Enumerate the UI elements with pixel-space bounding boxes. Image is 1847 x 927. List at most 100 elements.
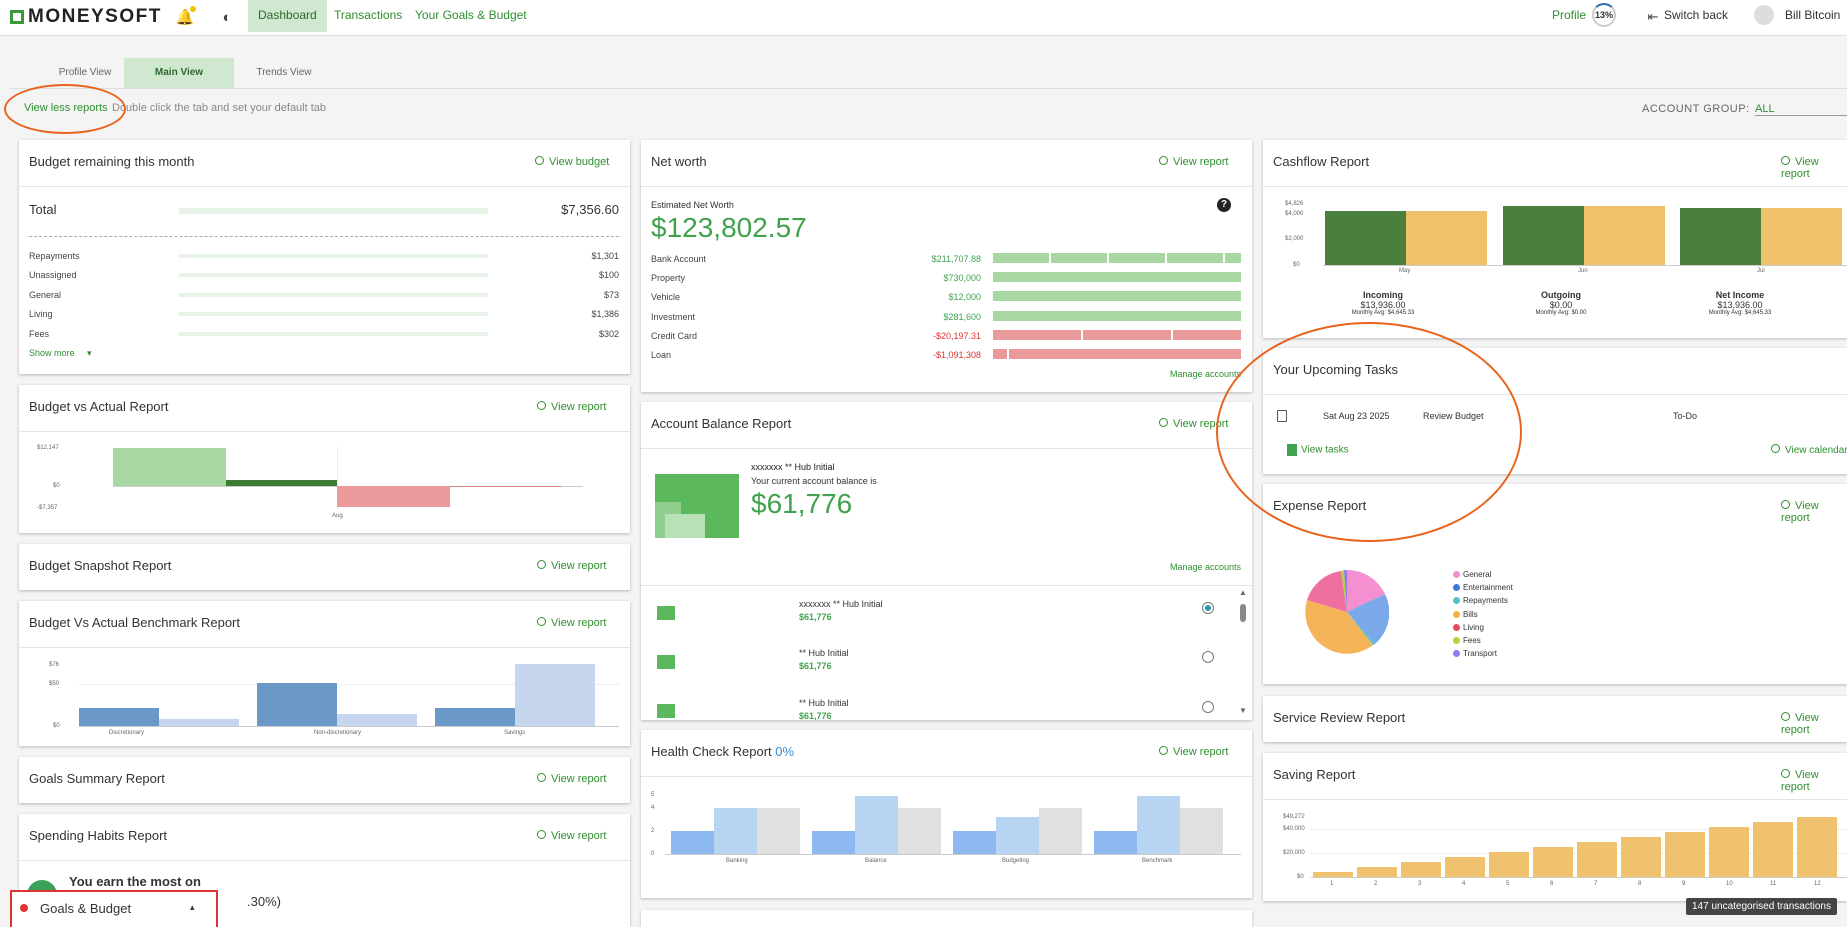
nav-transactions[interactable]: Transactions (334, 8, 403, 22)
scroll-down-icon[interactable]: ▼ (1239, 706, 1247, 715)
bar (1137, 796, 1180, 854)
negative-actual-bar (450, 486, 561, 487)
view-report-link[interactable]: View report (537, 560, 606, 572)
tab-profile-view[interactable]: Profile View (58, 67, 112, 78)
help-icon[interactable]: ? (1217, 198, 1231, 212)
goals-budget-bar[interactable]: Goals & Budget ▴ (10, 890, 218, 927)
profile-link[interactable]: Profile (1552, 8, 1587, 22)
nw-row-value: $12,000 (948, 292, 981, 302)
scroll-thumb[interactable] (1240, 604, 1246, 622)
card-title: Budget Snapshot Report (29, 558, 172, 573)
show-more-link[interactable]: Show more ▾ (29, 348, 92, 359)
view-report-link[interactable]: View report (1159, 746, 1228, 758)
divider (19, 647, 630, 648)
view-report-link[interactable]: View report (1159, 156, 1228, 168)
nav-goals-budget[interactable]: Your Goals & Budget (415, 8, 527, 22)
legend-label[interactable]: Bills (1463, 610, 1478, 619)
logo[interactable]: MONEYSOFT (10, 6, 162, 28)
link-label: View report (1173, 746, 1229, 758)
nw-bar (993, 330, 1241, 340)
account-item-name[interactable]: ** Hub Initial (799, 648, 849, 658)
net-income-stat: Net Income $13,936.00 Monthly Avg: $4,64… (1680, 290, 1800, 316)
scroll-up-icon[interactable]: ▲ (1239, 588, 1247, 597)
tick-label: $4,826 (1285, 201, 1304, 207)
switch-back-button[interactable]: Switch back (1664, 8, 1729, 22)
card-title: Health Check Report 0% (651, 744, 794, 759)
bar (996, 817, 1039, 854)
bell-icon[interactable]: 🔔 (174, 6, 196, 28)
view-report-link[interactable]: View report (1781, 500, 1847, 524)
account-group-select[interactable]: ALL (1755, 103, 1847, 116)
nw-bar (993, 291, 1241, 301)
manage-accounts-link[interactable]: Manage accounts (1169, 369, 1241, 379)
legend-label[interactable]: Living (1463, 623, 1484, 632)
uncategorised-badge[interactable]: 147 uncategorised transactions (1686, 898, 1837, 915)
incoming-bar (1680, 208, 1761, 265)
view-report-link[interactable]: View report (1781, 712, 1847, 736)
legend-label[interactable]: Transport (1463, 649, 1497, 658)
account-item-value: $61,776 (799, 612, 832, 622)
speedometer-icon[interactable]: ◐ (222, 8, 232, 26)
top-bar: MONEYSOFT 🔔 ◐ Dashboard Transactions You… (0, 0, 1847, 36)
tab-main-view[interactable]: Main View (124, 58, 234, 88)
legend-label[interactable]: Repayments (1463, 596, 1508, 605)
legend-label[interactable]: General (1463, 570, 1492, 579)
card-title: Spending Habits Report (29, 828, 168, 843)
legend-dot (1453, 611, 1460, 618)
x-label: Aug (332, 513, 343, 519)
avatar[interactable] (1754, 5, 1774, 25)
nw-bar (993, 349, 1241, 359)
card-title: Goals Summary Report (29, 771, 165, 786)
view-report-link[interactable]: View report (537, 773, 606, 785)
account-radio[interactable] (1202, 602, 1214, 614)
view-report-link[interactable]: View report (1781, 769, 1847, 793)
view-calendar-link[interactable]: View calendar (1771, 444, 1847, 456)
stat-label: Incoming (1363, 290, 1403, 300)
cashflow-card: Cashflow Report View report $4,826 $4,00… (1263, 140, 1847, 338)
view-report-link[interactable]: View report (1159, 418, 1228, 430)
tick-label: $4,000 (1285, 211, 1304, 217)
expense-pie-chart[interactable] (1305, 570, 1389, 654)
nw-row-label: Bank Account (651, 254, 707, 264)
manage-accounts-link[interactable]: Manage accounts (1169, 562, 1241, 572)
view-report-link[interactable]: View report (1781, 156, 1847, 180)
account-item-name[interactable]: xxxxxxx ** Hub Initial (799, 599, 883, 609)
x-label: May (1399, 268, 1411, 274)
account-item-name[interactable]: ** Hub Initial (799, 698, 849, 708)
x-label: Banking (726, 858, 748, 864)
account-icon (657, 606, 675, 620)
profile-progress[interactable]: 13% (1592, 3, 1616, 27)
nav-dashboard[interactable]: Dashboard (248, 0, 327, 32)
nw-row-value: -$1,091,308 (932, 350, 981, 360)
tick-label: $76 (49, 662, 60, 668)
account-radio[interactable] (1202, 651, 1214, 663)
card-title: Budget Vs Actual Benchmark Report (29, 615, 241, 630)
view-budget-link[interactable]: View budget (535, 156, 609, 168)
pie-slice-repayments (1347, 612, 1375, 645)
view-report-link[interactable]: View report (537, 617, 606, 629)
view-report-link[interactable]: View report (537, 401, 606, 413)
legend-label[interactable]: Fees (1463, 636, 1481, 645)
account-group-label: ACCOUNT GROUP: (1642, 103, 1750, 115)
next-report-card (641, 910, 1252, 927)
caret-up-icon[interactable]: ▴ (190, 902, 195, 912)
tick-label: $2,000 (1285, 236, 1304, 242)
scrollbar[interactable]: ▲ ▼ (1238, 588, 1248, 718)
account-icon (657, 655, 675, 669)
magnifier-icon (1159, 746, 1168, 755)
switch-back-icon[interactable]: ⇤ (1647, 9, 1659, 24)
divider (19, 431, 630, 432)
view-report-link[interactable]: View report (537, 830, 606, 842)
total-label: Total (29, 202, 57, 217)
user-name[interactable]: Bill Bitcoin (1785, 8, 1841, 22)
account-radio[interactable] (1202, 701, 1214, 713)
incoming-bar (1503, 206, 1584, 265)
budget-remaining-card: Budget remaining this month View budget … (19, 140, 630, 374)
x-label: 5 (1506, 881, 1510, 887)
tab-trends-view[interactable]: Trends View (256, 67, 312, 78)
baseline (665, 854, 1241, 855)
goals-budget-label: Goals & Budget (40, 901, 132, 916)
legend-label[interactable]: Entertainment (1463, 583, 1513, 592)
row-bar (179, 273, 488, 277)
magnifier-icon (537, 830, 546, 839)
